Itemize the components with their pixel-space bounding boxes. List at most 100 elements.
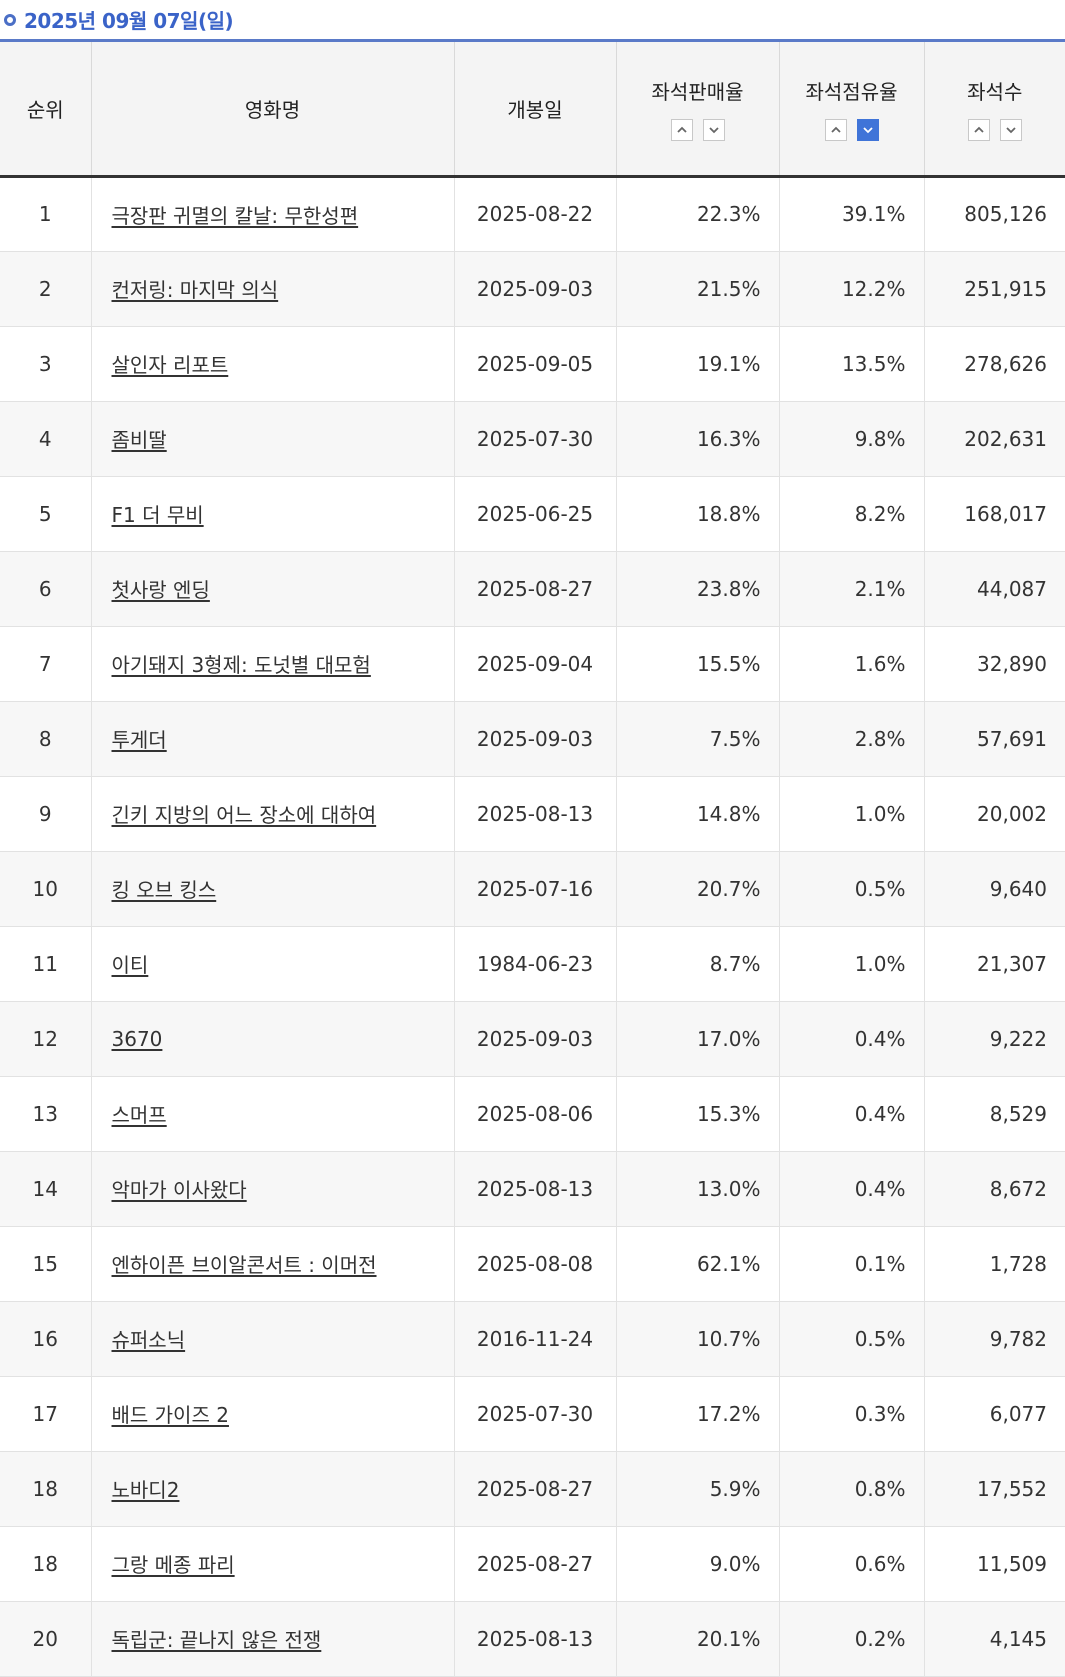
seat-sales-rate-cell: 17.0% <box>616 1001 780 1077</box>
seat-count-cell: 1,728 <box>924 1226 1065 1302</box>
movie-title-link[interactable]: 독립군: 끝나지 않은 전쟁 <box>111 1628 322 1652</box>
movie-title-link[interactable]: 악마가 이사왔다 <box>111 1178 247 1202</box>
rank-cell: 14 <box>0 1151 92 1227</box>
movie-title-link[interactable]: 긴키 지방의 어느 장소에 대하여 <box>111 803 377 827</box>
seat-share-cell: 8.2% <box>779 476 925 552</box>
col-header-release: 개봉일 <box>454 42 617 178</box>
seat-sales-rate-cell: 19.1% <box>616 326 780 402</box>
movie-title-link[interactable]: 배드 가이즈 2 <box>111 1403 229 1427</box>
movie-title-link[interactable]: 좀비딸 <box>111 428 167 452</box>
seat-sales-rate-cell: 15.5% <box>616 626 780 702</box>
release-date-cell: 2025-08-27 <box>454 1526 617 1602</box>
seat-count-cell: 57,691 <box>924 701 1065 777</box>
movie-title-link[interactable]: 킹 오브 킹스 <box>111 878 217 902</box>
movie-title-link[interactable]: 3670 <box>111 1026 163 1051</box>
box-office-table: 순위 영화명 개봉일 좌석판매율 좌석점유율 <box>0 42 1065 1677</box>
release-date-cell: 2025-06-25 <box>454 476 617 552</box>
circle-bullet-icon <box>4 13 16 26</box>
movie-title-link[interactable]: 살인자 리포트 <box>111 353 229 377</box>
seat-count-cell: 202,631 <box>924 401 1065 477</box>
movie-title-link[interactable]: 투게더 <box>111 728 167 752</box>
sort-seats-asc-button[interactable] <box>967 118 990 141</box>
seat-share-cell: 9.8% <box>779 401 925 477</box>
seat-sales-rate-cell: 20.1% <box>616 1601 780 1677</box>
release-date-cell: 2025-07-30 <box>454 401 617 477</box>
movie-title-cell: 긴키 지방의 어느 장소에 대하여 <box>91 776 455 852</box>
seat-sales-rate-cell: 8.7% <box>616 926 780 1002</box>
col-header-share: 좌석점유율 <box>779 42 925 178</box>
rank-cell: 18 <box>0 1451 92 1527</box>
seat-share-cell: 2.1% <box>779 551 925 627</box>
movie-title-link[interactable]: 노바디2 <box>111 1478 180 1502</box>
seat-sales-rate-cell: 10.7% <box>616 1301 780 1377</box>
sort-share-asc-button[interactable] <box>824 118 847 141</box>
seat-sales-rate-cell: 23.8% <box>616 551 780 627</box>
chevron-up-icon <box>676 126 687 133</box>
sort-sales-rate-desc-button[interactable] <box>702 118 725 141</box>
seat-count-cell: 11,509 <box>924 1526 1065 1602</box>
rank-cell: 20 <box>0 1601 92 1677</box>
seat-share-cell: 0.4% <box>779 1076 925 1152</box>
seat-count-cell: 168,017 <box>924 476 1065 552</box>
col-header-title: 영화명 <box>91 42 455 178</box>
rank-cell: 9 <box>0 776 92 852</box>
movie-title-link[interactable]: 엔하이픈 브이알콘서트 : 이머전 <box>111 1253 377 1277</box>
movie-title-link[interactable]: 극장판 귀멸의 칼날: 무한성편 <box>111 203 359 228</box>
rank-cell: 18 <box>0 1526 92 1602</box>
rank-cell: 2 <box>0 251 92 327</box>
movie-title-cell: 킹 오브 킹스 <box>91 851 455 927</box>
sort-seats-desc-button[interactable] <box>999 118 1022 141</box>
movie-title-cell: 투게더 <box>91 701 455 777</box>
movie-title-link[interactable]: 이티 <box>111 953 149 977</box>
rank-cell: 5 <box>0 476 92 552</box>
seat-count-cell: 44,087 <box>924 551 1065 627</box>
movie-title-link[interactable]: 첫사랑 엔딩 <box>111 578 210 602</box>
rank-cell: 7 <box>0 626 92 702</box>
release-date-cell: 2025-09-03 <box>454 701 617 777</box>
table-row: 4 좀비딸 2025-07-30 16.3% 9.8% 202,631 <box>0 401 1065 477</box>
chevron-up-icon <box>830 126 841 133</box>
sort-sales-rate-asc-button[interactable] <box>670 118 693 141</box>
release-date-cell: 2025-08-13 <box>454 1151 617 1227</box>
seat-sales-rate-cell: 14.8% <box>616 776 780 852</box>
seat-count-cell: 278,626 <box>924 326 1065 402</box>
col-header-sales-rate: 좌석판매율 <box>616 42 780 178</box>
seat-sales-rate-cell: 16.3% <box>616 401 780 477</box>
movie-title-link[interactable]: 컨저링: 마지막 의식 <box>111 278 279 302</box>
table-row: 20 독립군: 끝나지 않은 전쟁 2025-08-13 20.1% 0.2% 4,145 <box>0 1601 1065 1677</box>
seat-share-cell: 0.4% <box>779 1151 925 1227</box>
seat-count-cell: 6,077 <box>924 1376 1065 1452</box>
movie-title-cell: 아기돼지 3형제: 도넛별 대모험 <box>91 626 455 702</box>
release-date-cell: 2025-08-22 <box>454 176 617 252</box>
table-row: 1 극장판 귀멸의 칼날: 무한성편 2025-08-22 22.3% 39.1% 805… <box>0 176 1065 252</box>
seat-share-cell: 0.2% <box>779 1601 925 1677</box>
seat-sales-rate-cell: 5.9% <box>616 1451 780 1527</box>
seat-sales-rate-cell: 9.0% <box>616 1526 780 1602</box>
movie-title-cell: 3670 <box>91 1001 455 1077</box>
movie-title-link[interactable]: 스머프 <box>111 1103 167 1127</box>
table-row: 18 노바디2 2025-08-27 5.9% 0.8% 17,552 <box>0 1451 1065 1527</box>
movie-title-link[interactable]: F1 더 무비 <box>111 503 204 527</box>
sort-share-desc-button[interactable] <box>856 118 879 141</box>
seat-count-cell: 20,002 <box>924 776 1065 852</box>
table-row: 6 첫사랑 엔딩 2025-08-27 23.8% 2.1% 44,087 <box>0 551 1065 627</box>
table-row: 8 투게더 2025-09-03 7.5% 2.8% 57,691 <box>0 701 1065 777</box>
seat-count-cell: 8,529 <box>924 1076 1065 1152</box>
rank-cell: 3 <box>0 326 92 402</box>
seat-sales-rate-cell: 15.3% <box>616 1076 780 1152</box>
movie-title-link[interactable]: 그랑 메종 파리 <box>111 1553 235 1577</box>
release-date-cell: 2025-09-05 <box>454 326 617 402</box>
seat-share-cell: 39.1% <box>779 176 925 252</box>
seat-share-cell: 1.0% <box>779 776 925 852</box>
rank-cell: 4 <box>0 401 92 477</box>
seat-share-cell: 0.3% <box>779 1376 925 1452</box>
movie-title-cell: 악마가 이사왔다 <box>91 1151 455 1227</box>
release-date-cell: 2025-08-13 <box>454 1601 617 1677</box>
movie-title-link[interactable]: 슈퍼소닉 <box>111 1328 186 1352</box>
movie-title-cell: 그랑 메종 파리 <box>91 1526 455 1602</box>
seat-sales-rate-cell: 62.1% <box>616 1226 780 1302</box>
seat-count-cell: 17,552 <box>924 1451 1065 1527</box>
movie-title-link[interactable]: 아기돼지 3형제: 도넛별 대모험 <box>111 653 371 677</box>
rank-cell: 11 <box>0 926 92 1002</box>
rank-cell: 17 <box>0 1376 92 1452</box>
